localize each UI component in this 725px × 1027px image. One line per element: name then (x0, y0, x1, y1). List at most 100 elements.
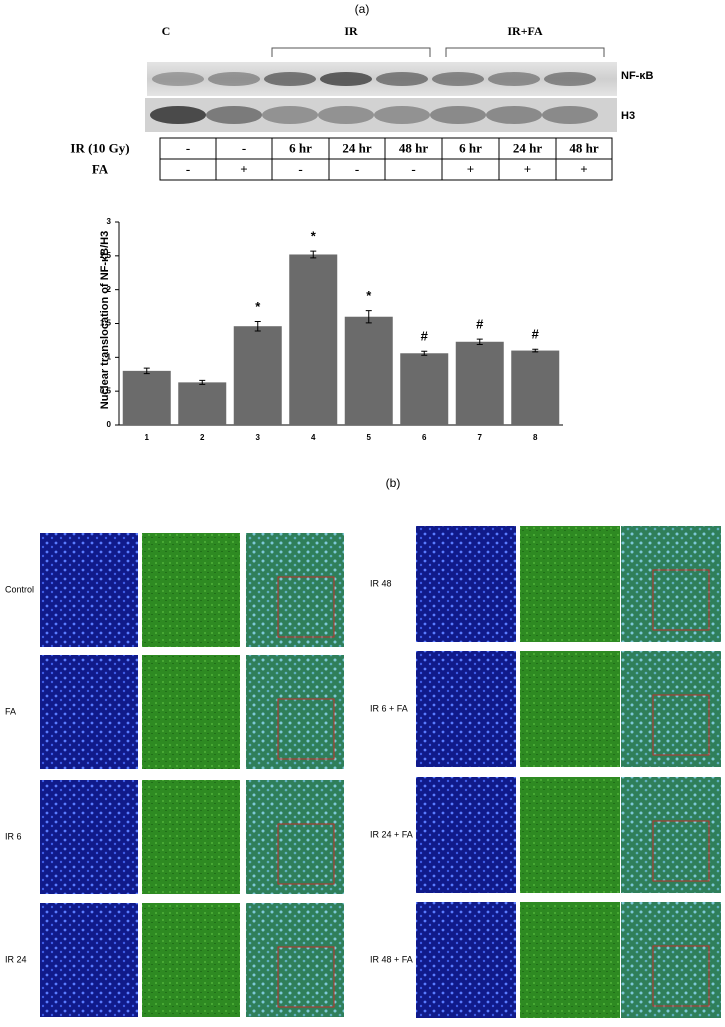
table-cell-text: IR (10 Gy) (70, 140, 129, 155)
bracket (271, 47, 605, 57)
group-label: IR+FA (507, 24, 543, 38)
significance-mark: * (255, 299, 261, 314)
zoom-box (277, 576, 335, 638)
micrograph (246, 655, 344, 769)
micrograph (520, 902, 620, 1018)
x-tick-label: 6 (422, 433, 427, 442)
x-tick-label: 4 (311, 433, 316, 442)
error-bar (310, 250, 317, 259)
blot-band (318, 106, 374, 124)
table-cell-text: 48 hr (569, 140, 598, 155)
y-axis-label: Nuclear translocation of NF-κB/H3 (99, 231, 111, 410)
y-tick-label: 3 (107, 217, 112, 226)
x-tick-label: 3 (256, 433, 261, 442)
micrograph (621, 777, 721, 893)
row-label: IR 48 + FA (370, 954, 413, 964)
error-bar (143, 367, 150, 375)
table-cell-text: + (467, 161, 474, 176)
y-tick-label: 0 (107, 420, 112, 429)
blot-band (262, 106, 318, 124)
y-tick-label: 1 (107, 352, 112, 361)
table-cell-text: 48 hr (399, 140, 428, 155)
blot-band (488, 72, 540, 86)
blot-band (374, 106, 430, 124)
y-tick-label: 2.5 (100, 251, 112, 260)
micrograph (416, 651, 516, 767)
micrograph (621, 526, 721, 642)
blot-band (376, 72, 428, 86)
micrograph (416, 902, 516, 1018)
table-cell-text: - (242, 140, 246, 155)
micrograph (520, 651, 620, 767)
zoom-box (277, 946, 335, 1008)
micrograph (40, 533, 138, 647)
zoom-box (277, 823, 335, 885)
micrograph (40, 655, 138, 769)
micrograph (142, 655, 240, 769)
zoom-box (652, 694, 710, 756)
error-bar (254, 320, 261, 332)
micrograph (40, 780, 138, 894)
zoom-box (277, 698, 335, 760)
bar (455, 341, 504, 425)
zoom-box (652, 569, 710, 631)
table-cell-text: 6 hr (289, 140, 312, 155)
table-cell (555, 158, 613, 181)
bar (122, 370, 171, 425)
micrograph (40, 903, 138, 1017)
micrograph (416, 526, 516, 642)
micrograph (246, 533, 344, 647)
micrograph (246, 780, 344, 894)
panel-label: (a) (355, 2, 370, 16)
micrograph (416, 777, 516, 893)
bar (178, 382, 227, 425)
row-label: IR 24 + FA (370, 829, 413, 839)
y-tick-label: 0.5 (100, 386, 112, 395)
x-tick-label: 5 (367, 433, 372, 442)
row-label: IR 6 (5, 831, 22, 841)
blot-band (264, 72, 316, 86)
error-bar (532, 348, 539, 353)
micrograph (621, 902, 721, 1018)
table-cell-text: - (411, 161, 415, 176)
blot-band (152, 72, 204, 86)
micrograph (520, 526, 620, 642)
bar (511, 350, 560, 425)
y-tick-label: 2 (107, 285, 112, 294)
micrograph (142, 780, 240, 894)
bar (289, 254, 338, 425)
blot-band (206, 106, 262, 124)
micrograph (142, 533, 240, 647)
blot-band (150, 106, 206, 124)
table-cell-text: 24 hr (342, 140, 371, 155)
blot-band (542, 106, 598, 124)
micrograph (142, 903, 240, 1017)
x-tick-label: 8 (533, 433, 538, 442)
x-tick-label: 1 (145, 433, 150, 442)
blot-band (320, 72, 372, 86)
significance-mark: * (311, 229, 317, 244)
band-label: H3 (621, 110, 635, 122)
blot-band (486, 106, 542, 124)
row-label: IR 48 (370, 578, 392, 588)
group-label: IR (344, 24, 358, 38)
bar (400, 353, 449, 425)
blot-band (432, 72, 484, 86)
table-cell-text: 24 hr (513, 140, 542, 155)
table-cell-text: - (186, 140, 190, 155)
row-label: Control (5, 584, 34, 594)
micrograph (520, 777, 620, 893)
error-bar (365, 310, 372, 324)
error-bar (421, 350, 428, 356)
table-cell-text: + (580, 161, 587, 176)
x-tick-label: 2 (200, 433, 205, 442)
bar (233, 326, 282, 425)
x-tick-label: 7 (478, 433, 483, 442)
table-cell-text: - (186, 161, 190, 176)
panel-label: (b) (386, 476, 401, 490)
error-bar (199, 379, 206, 385)
table-cell-text: - (298, 161, 302, 176)
table-cell-text: + (524, 161, 531, 176)
significance-mark: # (421, 329, 429, 344)
